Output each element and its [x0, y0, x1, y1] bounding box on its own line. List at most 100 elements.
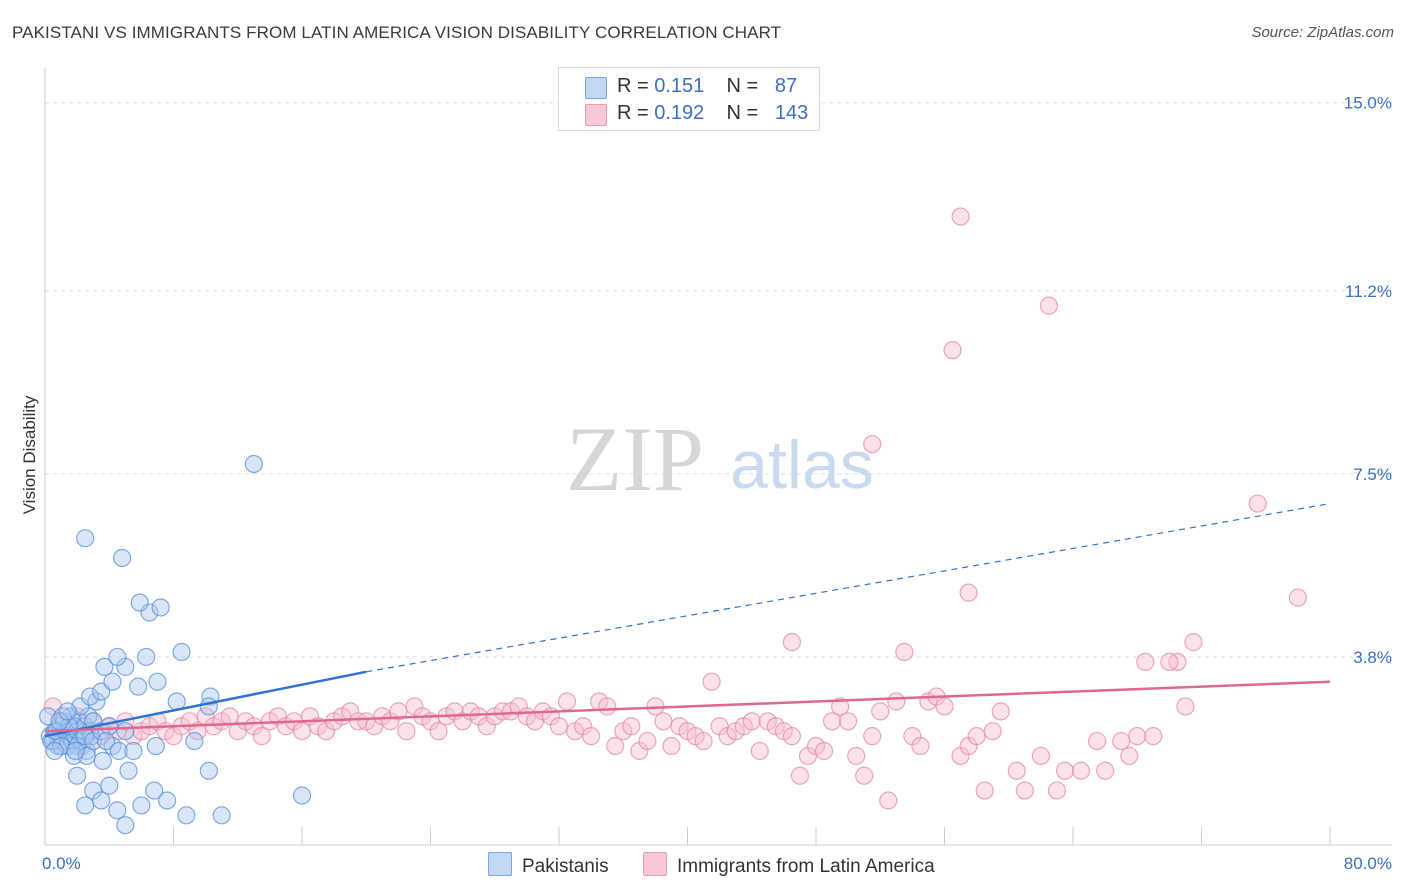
latin-point-92 [782, 727, 802, 746]
latin-point-124 [1087, 731, 1107, 751]
latin-point-88 [750, 741, 769, 761]
latin-point-72 [622, 717, 641, 736]
latin-point-99 [839, 712, 858, 731]
latin-point-97 [822, 712, 842, 731]
latin-point-105 [887, 692, 906, 711]
latin-point-22 [220, 707, 239, 726]
latin-point-64 [557, 692, 577, 711]
legend-swatch-pakistanis [488, 852, 512, 876]
pakistanis-point-58 [80, 687, 100, 706]
x-tick-labels: 0.0% 80.0% [42, 854, 1392, 873]
watermark-atlas: atlas [730, 427, 874, 503]
pakistanis-point-42 [93, 751, 112, 770]
pakistanis-point-54 [116, 816, 135, 835]
bottom-legend-latin[interactable]: Immigrants from Latin America [643, 852, 935, 878]
latin-point-114 [967, 727, 986, 746]
latin-point-104 [879, 791, 898, 810]
pakistanis-point-51 [92, 791, 111, 810]
latin-point-77 [662, 736, 681, 756]
latin-point-100 [847, 746, 866, 766]
pakistanis-point-76 [112, 548, 132, 568]
latin-point-74 [638, 731, 657, 751]
pakistanis-point-69 [185, 731, 204, 751]
latin-point-119 [1015, 781, 1034, 800]
pakistanis-point-85 [124, 741, 143, 761]
pakistanis-point-66 [140, 603, 159, 622]
legend-r-label: R = [617, 102, 649, 124]
latin-point-96 [814, 741, 834, 761]
latin-point-93 [790, 766, 810, 785]
pakistanis-point-44 [116, 722, 135, 741]
pakistanis-point-73 [172, 642, 191, 662]
latin-point-135 [959, 583, 978, 602]
y-tick-label-0: 3.8% [1353, 648, 1392, 667]
legend-label-latin: Immigrants from Latin America [677, 856, 935, 877]
pakistanis-point-55 [132, 796, 151, 815]
pakistanis-point-75 [76, 529, 95, 548]
pakistanis-point-84 [146, 736, 165, 756]
latin-point-48 [429, 722, 448, 741]
latin-point-116 [983, 722, 1002, 741]
pakistanis-point-81 [157, 791, 177, 810]
latin-point-131 [1176, 697, 1195, 716]
latin-point-87 [742, 712, 761, 731]
pakistanis-point-82 [145, 781, 164, 800]
x-tick-label-0: 0.0% [42, 854, 81, 873]
legend-n-value: 87 [774, 75, 798, 97]
pakistanis-point-83 [148, 672, 167, 691]
latin-point-98 [830, 697, 850, 716]
latin-point-69 [598, 697, 617, 716]
y-tick-label-3: 15.0% [1344, 94, 1392, 113]
chart-title: PAKISTANI VS IMMIGRANTS FROM LATIN AMERI… [12, 23, 782, 42]
pakistanis-point-86 [66, 741, 85, 761]
latin-point-31 [292, 722, 312, 741]
y-axis-title: Vision Disability [20, 395, 39, 514]
pakistanis-point-60 [103, 672, 122, 691]
pakistanis-point-80 [177, 806, 196, 825]
latin-point-115 [975, 781, 994, 800]
latin-point-122 [1055, 761, 1075, 780]
latin-point-127 [1120, 746, 1139, 766]
pakistanis-point-53 [108, 801, 127, 820]
pakistanis-point-72 [199, 697, 218, 716]
pakistanis-point-56 [119, 761, 138, 780]
stats-legend: R = 0.151 N = 87 R = 0.192 N = 143 [558, 67, 820, 131]
latin-point-106 [895, 642, 914, 662]
trend-line-pakistanis [44, 670, 367, 738]
pakistanis-point-63 [137, 647, 156, 667]
legend-r-label: R = [617, 75, 649, 97]
pakistanis-point-52 [76, 796, 95, 815]
latin-point-123 [1071, 761, 1091, 780]
trend-line-pakistanis-extension [366, 502, 1331, 673]
latin-point-139 [1039, 296, 1059, 315]
latin-point-128 [1128, 727, 1147, 746]
latin-point-82 [702, 672, 721, 691]
series-pakistanis-points [39, 454, 312, 835]
latin-point-102 [863, 727, 882, 746]
latin-point-111 [935, 697, 954, 716]
legend-n-label: N = [726, 102, 759, 124]
latin-point-132 [1184, 633, 1203, 652]
latin-point-140 [1248, 494, 1267, 513]
pakistanis-point-35 [39, 707, 58, 726]
legend-swatch-pakistanis [585, 77, 607, 99]
legend-swatch-latin [643, 852, 667, 876]
latin-point-120 [1031, 746, 1050, 766]
latin-point-67 [582, 727, 601, 746]
legend-n-value: 143 [774, 102, 809, 124]
bottom-legend-pakistanis[interactable]: Pakistanis [488, 852, 609, 878]
pakistanis-point-62 [129, 677, 148, 696]
pakistanis-point-79 [212, 806, 231, 825]
pakistanis-point-48 [109, 741, 128, 761]
latin-point-142 [782, 633, 802, 652]
x-tick-label-1: 80.0% [1344, 854, 1392, 873]
latin-point-44 [397, 722, 416, 741]
latin-point-138 [951, 207, 970, 226]
y-tick-label-1: 7.5% [1353, 465, 1392, 484]
pakistanis-point-47 [96, 731, 116, 751]
pakistanis-point-65 [108, 647, 127, 667]
legend-n-label: N = [726, 75, 759, 97]
latin-point-76 [654, 712, 673, 731]
x-ticks [44, 827, 1331, 845]
